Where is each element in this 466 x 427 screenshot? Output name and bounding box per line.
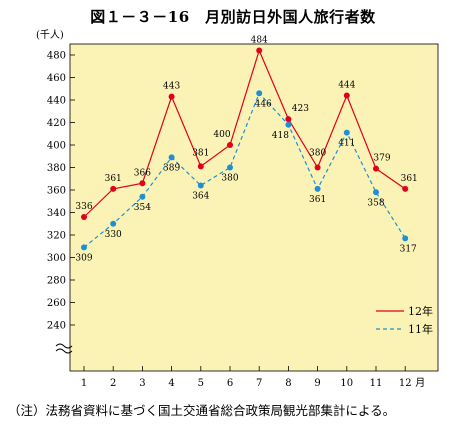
data-label: 443 bbox=[163, 82, 180, 92]
x-tick-label: 7 bbox=[256, 378, 262, 389]
data-label: 309 bbox=[75, 253, 92, 263]
data-point bbox=[343, 129, 350, 136]
data-point bbox=[373, 165, 379, 172]
data-point bbox=[402, 185, 409, 192]
data-point bbox=[227, 164, 233, 171]
data-label: 380 bbox=[221, 174, 238, 184]
y-axis-unit: (千人) bbox=[36, 29, 64, 41]
data-point bbox=[168, 93, 175, 100]
legend-label: 11年 bbox=[408, 322, 433, 336]
y-tick-label: 380 bbox=[47, 163, 66, 174]
data-label: 411 bbox=[338, 139, 355, 149]
x-tick-label: 11 bbox=[370, 378, 383, 389]
data-label: 379 bbox=[373, 154, 390, 164]
data-point bbox=[227, 142, 233, 148]
series-layer: 336 361 366 443 381 400 484 423 380 444 379 361 309 3… bbox=[75, 36, 417, 264]
data-point bbox=[373, 189, 379, 196]
x-tick-label: 3 bbox=[139, 378, 145, 389]
source-note: （注）法務省資料に基づく国土交通省総合政策局観光部集計による。 bbox=[8, 403, 396, 418]
chart-title: 図１－３－16 月別訪日外国人旅行者数 bbox=[90, 8, 376, 26]
y-tick-label: 400 bbox=[47, 141, 66, 152]
data-label: 358 bbox=[367, 198, 384, 208]
data-point bbox=[402, 235, 409, 242]
y-tick-label: 340 bbox=[47, 208, 66, 219]
data-point bbox=[81, 214, 87, 220]
data-point bbox=[197, 182, 204, 189]
data-label: 361 bbox=[401, 174, 418, 184]
x-tick-label: 5 bbox=[198, 378, 204, 389]
data-label: 423 bbox=[292, 104, 309, 114]
data-label: 364 bbox=[192, 192, 209, 202]
data-label: 389 bbox=[163, 163, 180, 173]
x-tick-label: 10 bbox=[340, 378, 353, 389]
y-tick-label: 260 bbox=[47, 298, 66, 309]
axes: 240 260 280 300 320 340 360 380 400 420 440 460 480 (… bbox=[36, 29, 425, 389]
data-point bbox=[110, 220, 117, 227]
data-point bbox=[139, 193, 146, 200]
legend-label: 12年 bbox=[408, 304, 433, 318]
data-label: 317 bbox=[400, 244, 417, 254]
data-label: 330 bbox=[105, 230, 122, 240]
data-label: 418 bbox=[272, 131, 289, 141]
y-tick-label: 420 bbox=[47, 118, 66, 129]
data-label: 380 bbox=[309, 149, 326, 159]
series-line-11 bbox=[83, 92, 406, 248]
data-label: 361 bbox=[309, 195, 326, 205]
x-tick-label: 8 bbox=[285, 378, 291, 389]
data-point bbox=[314, 185, 321, 192]
data-point bbox=[285, 116, 292, 123]
x-tick-label: 4 bbox=[168, 378, 174, 389]
y-tick-label: 480 bbox=[47, 51, 66, 62]
x-tick-label: 2 bbox=[110, 378, 116, 389]
axis-break-mark bbox=[55, 348, 73, 354]
data-label: 366 bbox=[134, 168, 151, 178]
y-tick-label: 300 bbox=[47, 253, 66, 264]
x-tick-label: 12 bbox=[399, 378, 412, 389]
y-tick-label: 240 bbox=[47, 321, 66, 332]
y-tick-label: 320 bbox=[47, 231, 66, 242]
data-point bbox=[168, 154, 175, 161]
data-point bbox=[139, 180, 146, 187]
data-label: 400 bbox=[213, 130, 230, 140]
data-point bbox=[314, 164, 321, 171]
axis-break-mark bbox=[55, 343, 73, 349]
y-tick-label: 280 bbox=[47, 276, 66, 287]
data-point bbox=[81, 244, 87, 251]
data-point bbox=[110, 185, 117, 192]
y-tick-label: 360 bbox=[47, 186, 66, 197]
data-point bbox=[256, 47, 263, 54]
x-tick-label: 1 bbox=[81, 378, 87, 389]
data-label: 354 bbox=[134, 203, 151, 213]
data-label: 361 bbox=[105, 174, 122, 184]
data-point bbox=[197, 163, 204, 170]
x-tick-label: 6 bbox=[227, 378, 233, 389]
data-label: 444 bbox=[338, 81, 355, 91]
data-label: 484 bbox=[251, 36, 268, 46]
x-axis-unit: 月 bbox=[415, 377, 425, 389]
data-point bbox=[343, 92, 350, 99]
x-tick-label: 9 bbox=[314, 378, 320, 389]
plot-area bbox=[69, 43, 439, 372]
data-label: 446 bbox=[255, 99, 272, 109]
data-point bbox=[285, 121, 292, 128]
data-label: 381 bbox=[192, 148, 209, 158]
data-point bbox=[256, 90, 263, 97]
series-line-12 bbox=[83, 48, 406, 218]
data-label: 336 bbox=[75, 202, 92, 212]
y-tick-label: 440 bbox=[47, 96, 66, 107]
y-tick-label: 460 bbox=[47, 73, 66, 84]
